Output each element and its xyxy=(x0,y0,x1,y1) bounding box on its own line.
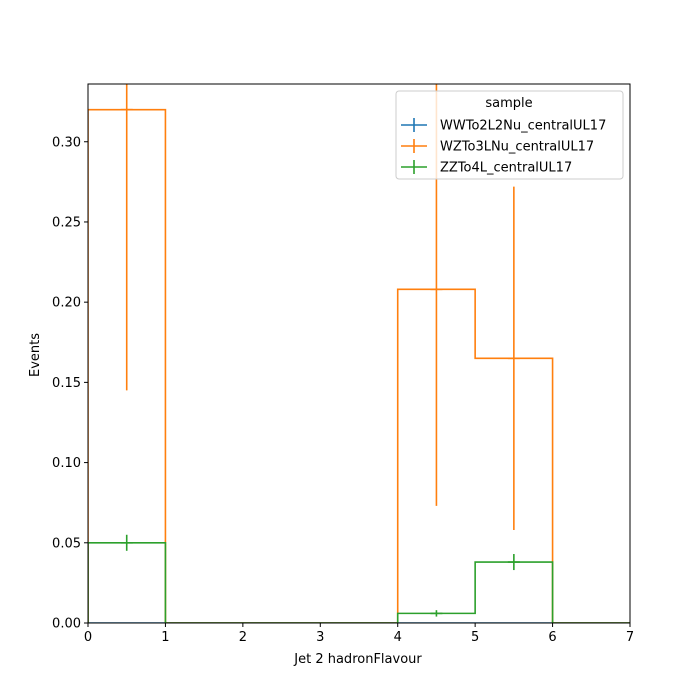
x-tick-label: 0 xyxy=(84,630,92,645)
legend-entry: ZZTo4L_centralUL17 xyxy=(401,160,572,176)
x-tick-label: 6 xyxy=(548,630,556,645)
legend-label: WZTo3LNu_centralUL17 xyxy=(440,140,594,155)
step-line-ZZTo4L_centralUL17 xyxy=(88,541,630,623)
x-axis-ticks: 0 1 2 3 4 5 6 7 xyxy=(84,623,634,645)
y-axis-label: Events xyxy=(28,333,43,377)
y-tick-label: 0.30 xyxy=(52,135,81,150)
y-tick-label: 0.25 xyxy=(52,215,81,230)
legend-entry: WWTo2L2Nu_centralUL17 xyxy=(401,118,606,134)
y-tick-label: 0.05 xyxy=(52,536,81,551)
plot-frame xyxy=(87,83,631,624)
legend-entries: WWTo2L2Nu_centralUL17 WZTo3LNu_centralUL1… xyxy=(401,118,606,176)
y-tick-label: 0.10 xyxy=(52,456,81,471)
legend-box xyxy=(395,90,624,180)
legend-entry: WZTo3LNu_centralUL17 xyxy=(401,139,594,155)
y-tick-label: 0.15 xyxy=(52,376,81,391)
x-tick-label: 4 xyxy=(394,630,402,645)
y-tick-label: 0.00 xyxy=(52,617,81,632)
x-axis-label: Jet 2 hadronFlavour xyxy=(293,652,422,667)
legend-label: ZZTo4L_centralUL17 xyxy=(440,161,572,176)
step-line-WZTo3LNu_centralUL17 xyxy=(88,108,630,623)
legend: sample WWTo2L2Nu_centralUL17 WZTo3LNu_cen… xyxy=(395,90,624,180)
y-axis-ticks: 0.00 0.05 0.10 0.15 0.20 0.25 0.30 xyxy=(52,135,88,632)
x-tick-label: 5 xyxy=(471,630,479,645)
x-tick-label: 1 xyxy=(161,630,169,645)
x-tick-label: 2 xyxy=(239,630,247,645)
series-ZZTo4L_centralUL17 xyxy=(88,534,630,623)
legend-title: sample xyxy=(485,96,532,111)
y-tick-label: 0.20 xyxy=(52,296,81,311)
x-tick-label: 7 xyxy=(626,630,634,645)
legend-label: WWTo2L2Nu_centralUL17 xyxy=(440,119,606,134)
x-tick-label: 3 xyxy=(316,630,324,645)
